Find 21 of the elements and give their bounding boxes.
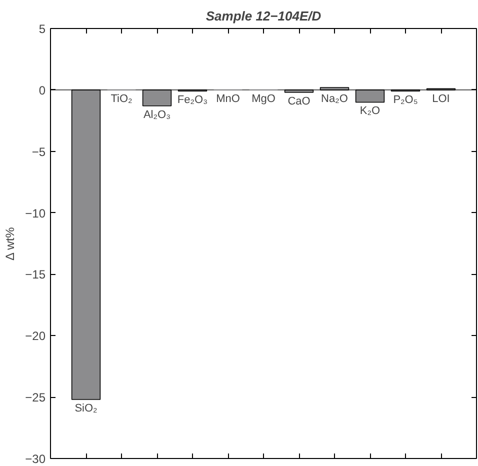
x-tick-label: Al₂O₃ (143, 108, 171, 121)
y-tick-label: −30 (25, 452, 46, 466)
x-tick-label: LOI (432, 92, 450, 105)
x-tick-label: CaO (288, 95, 311, 108)
x-tick-label: MnO (216, 92, 240, 105)
x-tick-label: TiO₂ (110, 92, 132, 105)
x-tick-label: K₂O (360, 105, 381, 118)
y-tick-label: −10 (25, 206, 46, 220)
y-axis-title: Δ wt% (3, 226, 18, 261)
y-tick-label: −15 (25, 268, 46, 282)
chart-title: Sample 12−104E/D (206, 8, 322, 24)
y-tick-label: 5 (38, 22, 46, 36)
x-tick-label: MgO (252, 92, 276, 105)
y-tick-label: −20 (25, 329, 46, 344)
x-tick-label: Na₂O (321, 92, 348, 105)
x-tick-label: P₂O₅ (393, 94, 418, 106)
y-tick-label: −25 (25, 390, 46, 405)
y-tick-label: 0 (38, 83, 46, 98)
x-tick-label: Fe₂O₃ (177, 94, 208, 106)
y-tick-label: −5 (32, 144, 46, 159)
x-tick-label: SiO₂ (74, 402, 98, 415)
